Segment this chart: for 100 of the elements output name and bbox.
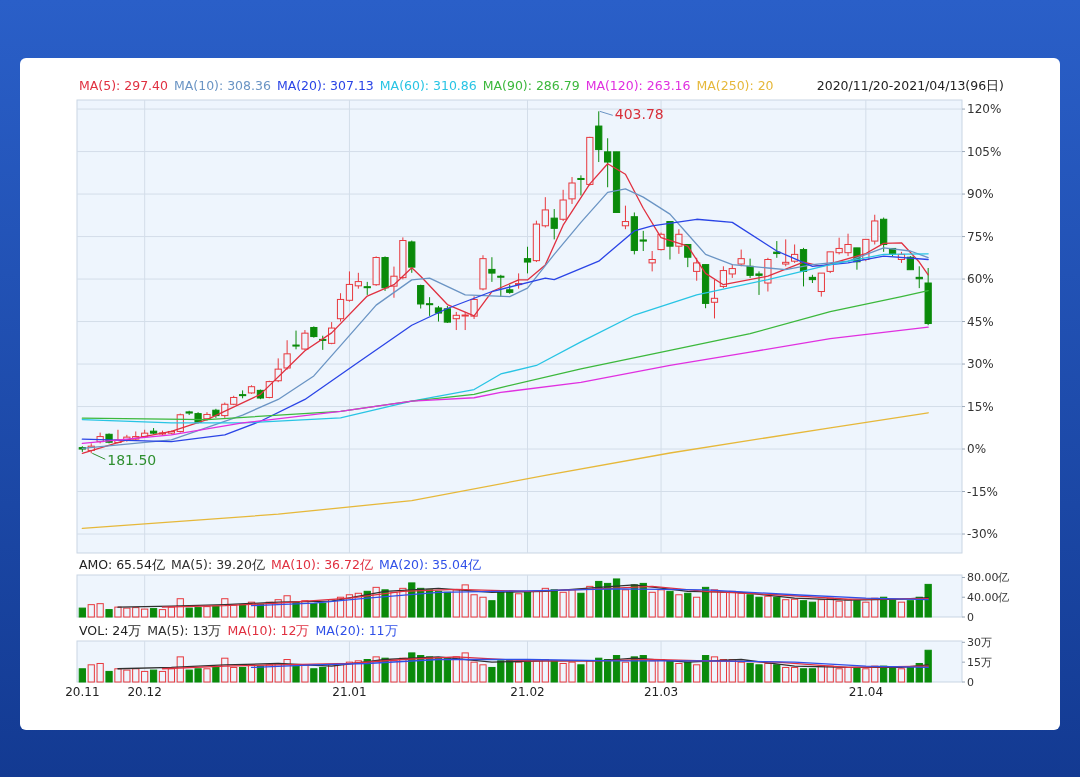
y-tick-label: 90% bbox=[967, 187, 994, 202]
bar bbox=[612, 655, 621, 683]
bar bbox=[773, 596, 781, 618]
candlestick bbox=[782, 238, 790, 267]
candlestick bbox=[345, 270, 354, 303]
line-series bbox=[250, 588, 929, 607]
bar bbox=[853, 666, 861, 683]
line-series bbox=[81, 412, 929, 529]
series-label: MA(10): 36.72亿 bbox=[270, 557, 373, 572]
y-tick-label: 15万 bbox=[967, 656, 992, 670]
y-tick-label: 15% bbox=[967, 399, 994, 414]
bar bbox=[434, 590, 443, 618]
text: MA(10): 308.36 bbox=[173, 78, 271, 93]
bar bbox=[808, 601, 817, 618]
candlestick bbox=[292, 330, 300, 350]
candlestick bbox=[675, 228, 683, 255]
candlestick bbox=[550, 208, 558, 240]
candlestick bbox=[648, 250, 656, 272]
y-tick-label: 30万 bbox=[967, 636, 992, 650]
series-label: MA(20): 11万 bbox=[315, 623, 398, 638]
bar bbox=[443, 591, 451, 618]
bar bbox=[701, 586, 710, 618]
line-series bbox=[81, 326, 929, 445]
bar bbox=[292, 665, 300, 683]
bar bbox=[149, 608, 158, 618]
bar bbox=[105, 670, 113, 683]
y-tick-label: 80.00亿 bbox=[967, 571, 1010, 585]
bar bbox=[105, 609, 113, 618]
y-tick-label: 75% bbox=[967, 229, 994, 244]
y-tick-label: 60% bbox=[967, 272, 994, 287]
series-label: MA(20): 35.04亿 bbox=[378, 557, 481, 572]
candlestick bbox=[710, 279, 719, 319]
line-series bbox=[81, 290, 929, 421]
line-series bbox=[250, 658, 929, 669]
bar bbox=[78, 607, 86, 618]
text: MA(60): 310.86 bbox=[379, 78, 477, 93]
y-tick-label: -30% bbox=[967, 527, 999, 542]
chart-title: VOL: 24万 bbox=[79, 623, 142, 638]
x-tick-label: 21.02 bbox=[510, 685, 545, 699]
chart-subtitle: 2020/11/20-2021/04/13(96日) bbox=[816, 78, 1004, 93]
bar bbox=[888, 599, 897, 618]
candlestick bbox=[301, 329, 309, 351]
bar bbox=[799, 600, 808, 618]
y-tick-label: 105% bbox=[967, 144, 1002, 159]
line-series bbox=[81, 253, 929, 424]
bar bbox=[701, 655, 710, 683]
bar bbox=[550, 589, 558, 618]
y-tick-label: 0 bbox=[967, 676, 974, 689]
text: MA(5): 13万 bbox=[147, 623, 222, 638]
bar bbox=[78, 668, 86, 683]
bar bbox=[684, 592, 692, 618]
candlestick bbox=[595, 110, 603, 163]
candlestick bbox=[621, 205, 630, 230]
candlestick bbox=[577, 174, 585, 196]
y-tick-label: 0% bbox=[967, 442, 987, 457]
bar bbox=[853, 600, 861, 618]
x-tick-label: 21.01 bbox=[332, 685, 367, 699]
y-tick-label: 45% bbox=[967, 314, 994, 329]
x-tick-label: 20.11 bbox=[65, 685, 100, 699]
bar bbox=[523, 660, 532, 683]
candlestick bbox=[336, 292, 345, 323]
text: MA(20): 307.13 bbox=[276, 78, 374, 93]
bar bbox=[577, 664, 585, 683]
bar bbox=[149, 669, 158, 683]
bar bbox=[238, 604, 247, 618]
annotation: 181.50 bbox=[107, 452, 157, 469]
bar bbox=[799, 668, 808, 683]
bar bbox=[666, 660, 674, 683]
candlestick bbox=[541, 196, 549, 228]
x-tick-label: 20.12 bbox=[127, 685, 162, 699]
y-tick-label: 120% bbox=[967, 102, 1002, 117]
bar bbox=[666, 590, 674, 618]
bar bbox=[577, 592, 585, 618]
text: MA(250): 20 bbox=[696, 78, 774, 93]
bar bbox=[888, 666, 897, 683]
y-tick-label: 30% bbox=[967, 357, 994, 372]
candlestick bbox=[817, 272, 825, 298]
text: MA(120): 263.16 bbox=[585, 78, 691, 93]
candlestick bbox=[488, 256, 496, 283]
text: MA(90): 286.79 bbox=[482, 78, 580, 93]
candlestick bbox=[497, 274, 505, 298]
bar bbox=[443, 657, 451, 683]
bar bbox=[684, 661, 692, 683]
annotation: 403.78 bbox=[614, 106, 664, 123]
x-tick-label: 21.03 bbox=[643, 685, 679, 699]
x-tick-label: 21.04 bbox=[848, 685, 884, 699]
bar bbox=[212, 666, 220, 683]
candlestick bbox=[425, 296, 434, 317]
text: MA(5): 297.40 bbox=[79, 78, 169, 93]
text: MA(10): 12万 bbox=[227, 623, 310, 638]
y-tick-label: 0 bbox=[967, 611, 974, 624]
bar bbox=[238, 666, 247, 683]
bar bbox=[550, 660, 558, 683]
bar bbox=[773, 664, 781, 683]
candlestick bbox=[604, 137, 612, 188]
bar bbox=[523, 591, 532, 618]
chart-title: AMO: 65.54亿 bbox=[79, 557, 165, 572]
text: MA(5): 39.20亿 bbox=[170, 557, 265, 572]
y-tick-label: -15% bbox=[967, 484, 999, 499]
candlestick bbox=[719, 265, 727, 289]
